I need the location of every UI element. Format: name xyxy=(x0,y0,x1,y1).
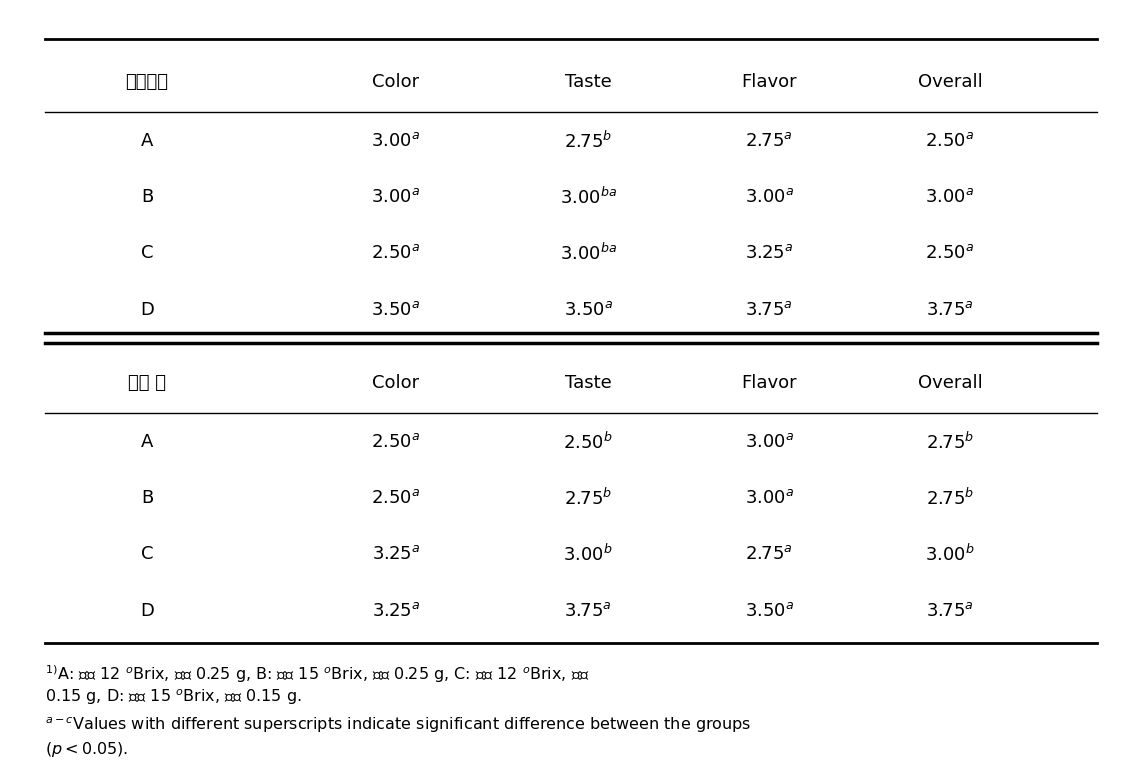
Text: Color: Color xyxy=(372,73,420,91)
Text: D: D xyxy=(140,601,154,620)
Text: 2.50$^{a}$: 2.50$^{a}$ xyxy=(371,432,421,451)
Text: 0.15 g, D: 당도 15 $^{o}$Brix, 소금 0.15 g.: 0.15 g, D: 당도 15 $^{o}$Brix, 소금 0.15 g. xyxy=(45,687,302,708)
Text: 2.75$^{a}$: 2.75$^{a}$ xyxy=(745,131,793,150)
Text: 2.75$^{b}$: 2.75$^{b}$ xyxy=(926,487,974,509)
Text: C: C xyxy=(140,545,154,564)
Text: 3.00$^{ba}$: 3.00$^{ba}$ xyxy=(560,242,616,264)
Text: 3.50$^{a}$: 3.50$^{a}$ xyxy=(744,601,794,620)
Text: 고령 층: 고령 층 xyxy=(128,374,166,393)
Text: 3.00$^{a}$: 3.00$^{a}$ xyxy=(925,188,975,206)
Text: 3.25$^{a}$: 3.25$^{a}$ xyxy=(745,244,793,263)
Text: D: D xyxy=(140,300,154,319)
Text: 3.50$^{a}$: 3.50$^{a}$ xyxy=(563,300,613,319)
Text: 3.00$^{b}$: 3.00$^{b}$ xyxy=(925,543,975,565)
Text: 3.75$^{a}$: 3.75$^{a}$ xyxy=(926,300,974,319)
Text: A: A xyxy=(141,432,153,451)
Text: ($p$$<$0.05).: ($p$$<$0.05). xyxy=(45,740,129,759)
Text: Color: Color xyxy=(372,374,420,393)
Text: 2.75$^{a}$: 2.75$^{a}$ xyxy=(745,545,793,564)
Text: Taste: Taste xyxy=(564,73,612,91)
Text: A: A xyxy=(141,131,153,150)
Text: 2.50$^{a}$: 2.50$^{a}$ xyxy=(925,131,975,150)
Text: 3.00$^{a}$: 3.00$^{a}$ xyxy=(371,188,421,206)
Text: 3.00$^{a}$: 3.00$^{a}$ xyxy=(371,131,421,150)
Text: 2.50$^{a}$: 2.50$^{a}$ xyxy=(371,244,421,263)
Text: 2.75$^{b}$: 2.75$^{b}$ xyxy=(564,487,612,509)
Text: 2.50$^{a}$: 2.50$^{a}$ xyxy=(925,244,975,263)
Text: 3.00$^{a}$: 3.00$^{a}$ xyxy=(744,432,794,451)
Text: Taste: Taste xyxy=(564,374,612,393)
Text: 2.75$^{b}$: 2.75$^{b}$ xyxy=(564,130,612,152)
Text: 3.00$^{ba}$: 3.00$^{ba}$ xyxy=(560,186,616,208)
Text: 2.50$^{a}$: 2.50$^{a}$ xyxy=(371,489,421,508)
Text: 3.25$^{a}$: 3.25$^{a}$ xyxy=(372,545,420,564)
Text: 3.75$^{a}$: 3.75$^{a}$ xyxy=(745,300,793,319)
Text: 3.50$^{a}$: 3.50$^{a}$ xyxy=(371,300,421,319)
Text: B: B xyxy=(141,188,153,206)
Text: C: C xyxy=(140,244,154,263)
Text: 3.00$^{a}$: 3.00$^{a}$ xyxy=(744,489,794,508)
Text: 3.75$^{a}$: 3.75$^{a}$ xyxy=(564,601,612,620)
Text: 2.75$^{b}$: 2.75$^{b}$ xyxy=(926,431,974,453)
Text: 3.75$^{a}$: 3.75$^{a}$ xyxy=(926,601,974,620)
Text: 3.00$^{a}$: 3.00$^{a}$ xyxy=(744,188,794,206)
Text: B: B xyxy=(141,489,153,508)
Text: 3.25$^{a}$: 3.25$^{a}$ xyxy=(372,601,420,620)
Text: 3.00$^{b}$: 3.00$^{b}$ xyxy=(563,543,613,565)
Text: Overall: Overall xyxy=(917,374,983,393)
Text: Flavor: Flavor xyxy=(741,73,797,91)
Text: Overall: Overall xyxy=(917,73,983,91)
Text: 청소년층: 청소년층 xyxy=(126,73,169,91)
Text: $^{a-c}$Values with different superscripts indicate significant difference betwe: $^{a-c}$Values with different superscrip… xyxy=(45,716,752,736)
Text: Flavor: Flavor xyxy=(741,374,797,393)
Text: 2.50$^{b}$: 2.50$^{b}$ xyxy=(563,431,613,453)
Text: $^{1)}$A: 당도 12 $^{o}$Brix, 소금 0.25 g, B: 당도 15 $^{o}$Brix, 소금 0.25 g, C: 당도 12 : $^{1)}$A: 당도 12 $^{o}$Brix, 소금 0.25 g, B… xyxy=(45,663,589,685)
